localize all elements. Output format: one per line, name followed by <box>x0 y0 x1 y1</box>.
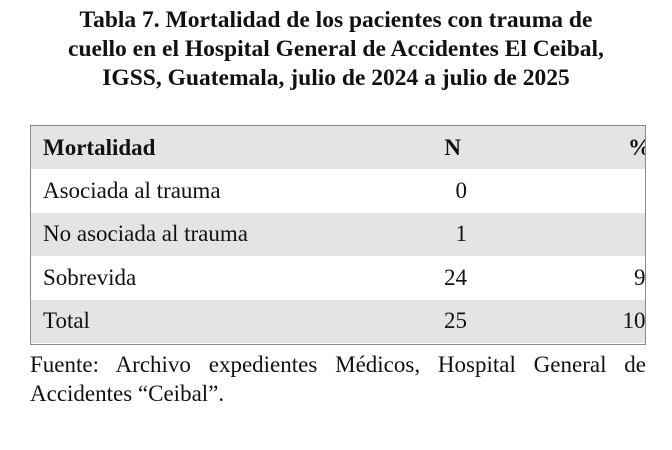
row-label: Sobrevida <box>43 264 137 290</box>
header-n: N <box>444 134 461 160</box>
row-percent: 100 <box>622 308 646 334</box>
source-note: Fuente: Archivo expedientes Médicos, Hos… <box>30 352 646 406</box>
row-percent: 4 <box>481 213 645 256</box>
title-line-3: IGSS, Guatemala, julio de 2024 a julio d… <box>102 65 570 91</box>
title-line-1: Tabla 7. Mortalidad de los pacientes con… <box>79 7 593 33</box>
data-table: Mortalidad N % Asociada al trauma 0 0 No… <box>31 126 646 343</box>
row-n: 1 <box>455 221 468 247</box>
table-row: Sobrevida 24 96 <box>31 256 646 299</box>
table-row-total: Total 25 100 <box>31 299 646 343</box>
row-n: 24 <box>444 264 467 290</box>
table-row: No asociada al trauma 1 4 <box>31 212 645 257</box>
title-line-2: cuello en el Hospital General de Acciden… <box>68 36 604 62</box>
header-row: Mortalidad N % <box>31 126 645 170</box>
row-label: No asociada al trauma <box>43 221 248 247</box>
header-mortalidad: Mortalidad <box>43 134 156 160</box>
row-n: 25 <box>444 308 467 334</box>
row-n: 0 <box>455 178 468 204</box>
row-label: Asociada al trauma <box>43 178 221 204</box>
row-label: Total <box>43 308 90 334</box>
row-percent: 96 <box>634 264 646 290</box>
header-percent: % <box>481 126 645 169</box>
row-percent: 0 <box>481 169 645 212</box>
table-title: Tabla 7. Mortalidad de los pacientes con… <box>0 6 672 93</box>
table-row: Asociada al trauma 0 0 <box>31 169 645 212</box>
mortality-table: Mortalidad N % Asociada al trauma 0 0 No… <box>30 125 646 345</box>
